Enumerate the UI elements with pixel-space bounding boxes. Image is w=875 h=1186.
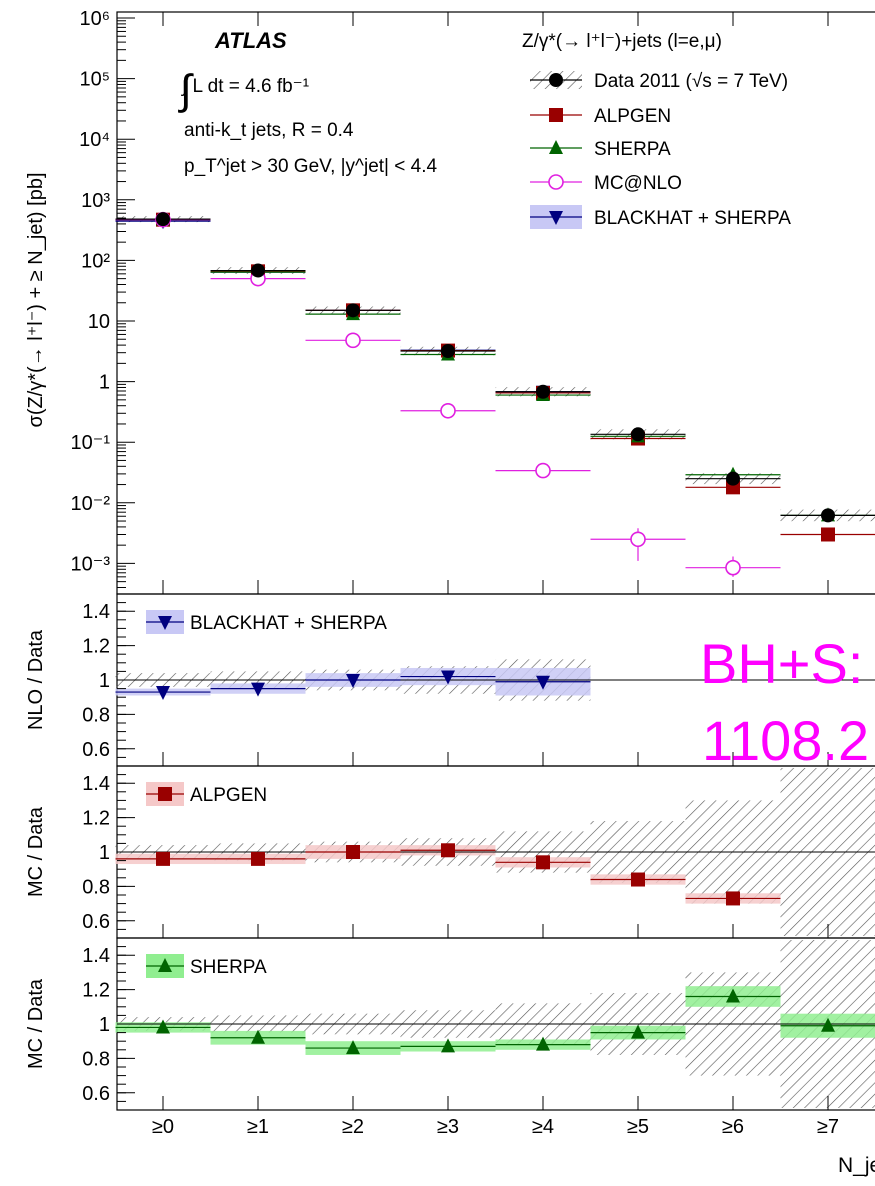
ratio-point-alpgen: [441, 843, 455, 858]
main-ylabel: σ(Z/γ*(→ l⁺l⁻) + ≥ N_jet) [pb]: [25, 172, 47, 427]
ratio-legend-marker: [158, 616, 172, 630]
ratio-legend-marker: [158, 787, 172, 801]
ratio-point-blackhat: [346, 674, 360, 688]
overlay-line-1: BH+S:: [700, 632, 863, 695]
ratio-point-alpgen: [156, 851, 170, 866]
ratio-ytick-label: 0.6: [82, 739, 110, 761]
ratio-point-blackhat: [536, 675, 550, 690]
x-tick-label: ≥4: [532, 1116, 554, 1138]
ratio-ytick-label: 1.4: [82, 601, 110, 623]
x-tick-label: ≥2: [342, 1116, 364, 1138]
ratio-point-sherpa: [726, 988, 740, 1003]
nlo-ylabel: NLO / Data: [25, 629, 47, 730]
ratio-ytick-label: 0.8: [82, 704, 110, 726]
jets-label: anti-k_t jets, R = 0.4: [184, 120, 354, 141]
ratio-legend-label: SHERPA: [190, 957, 267, 978]
ratio-point-sherpa: [156, 1019, 170, 1034]
main-ytick-label: 1: [99, 372, 110, 394]
ratio-point-sherpa: [251, 1029, 265, 1044]
experiment-label: ATLAS: [214, 28, 287, 53]
ratio-point-alpgen: [631, 872, 645, 887]
legend-label-sherpa: SHERPA: [594, 139, 671, 160]
ratio-ytick-label: 1: [99, 842, 110, 864]
legend-label-alpgen: ALPGEN: [594, 106, 671, 127]
cuts-label: p_T^jet > 30 GeV, |y^jet| < 4.4: [184, 156, 437, 177]
ratio-point-alpgen: [251, 851, 265, 866]
ratio-ytick-label: 1.2: [82, 980, 110, 1002]
ratio-legend-label: BLACKHAT + SHERPA: [190, 613, 387, 634]
ratio-ytick-label: 0.6: [82, 1083, 110, 1105]
main-ytick-label: 10⁴: [79, 129, 110, 151]
main-ytick-label: 10⁻¹: [71, 432, 111, 454]
main-ytick-label: 10²: [81, 250, 110, 272]
ratio-point-blackhat: [156, 686, 170, 701]
legend-marker-data: [549, 73, 563, 87]
data-point: [631, 427, 645, 442]
ratio-ytick-label: 1.4: [82, 945, 110, 967]
main-ytick-label: 10⁵: [79, 69, 110, 91]
data-point: [251, 263, 265, 278]
ratio-point-sherpa: [631, 1024, 645, 1039]
integral-glyph: ∫: [178, 66, 194, 113]
ratio-point-blackhat: [441, 670, 455, 685]
x-tick-label: ≥3: [437, 1116, 459, 1138]
ratio-point-blackhat: [251, 682, 265, 697]
alpgen-ylabel: MC / Data: [25, 806, 47, 897]
data-point: [536, 384, 550, 399]
ratio-ytick-label: 1.2: [82, 636, 110, 658]
mcnlo-point: [440, 402, 456, 419]
legend-label-blackhat: BLACKHAT + SHERPA: [594, 208, 791, 229]
ratio-point-sherpa: [441, 1038, 455, 1053]
ratio-ytick-label: 0.6: [82, 911, 110, 933]
ratio-legend-marker: [158, 958, 172, 972]
x-tick-label: ≥7: [817, 1116, 839, 1138]
ratio-point-alpgen: [726, 891, 740, 906]
mcnlo-point: [345, 332, 361, 349]
data-point: [821, 508, 835, 523]
ratio-point-alpgen: [346, 845, 360, 859]
data-point: [156, 212, 170, 227]
process-label: Z/γ*(→ l⁺l⁻)+jets (l=e,μ): [522, 31, 722, 52]
main-ytick-label: 10³: [81, 190, 110, 212]
mcnlo-point: [630, 531, 646, 548]
ratio-legend-label: ALPGEN: [190, 785, 267, 806]
ratio-ytick-label: 0.8: [82, 1048, 110, 1070]
ratio-ytick-label: 1: [99, 1014, 110, 1036]
alpgen-point: [821, 527, 835, 542]
ratio-point-sherpa: [821, 1017, 835, 1032]
lumi-label: ∫ L dt = 4.6 fb⁻¹: [181, 76, 309, 97]
data-point: [441, 343, 455, 358]
x-tick-label: ≥5: [627, 1116, 649, 1138]
data-point: [346, 303, 360, 318]
ratio-ytick-label: 1: [99, 670, 110, 692]
data-point: [726, 471, 740, 486]
ratio-point-sherpa: [536, 1036, 550, 1051]
legend-marker-alpgen: [549, 108, 563, 122]
ratio-ytick-label: 1.4: [82, 773, 110, 795]
mcnlo-point: [535, 462, 551, 479]
main-ytick-label: 10⁻²: [71, 493, 111, 515]
main-panel-frame: [116, 11, 875, 595]
mcnlo-point: [725, 559, 741, 576]
ratio-ytick-label: 1.2: [82, 808, 110, 830]
main-ytick-label: 10⁶: [80, 8, 110, 30]
ratio-point-sherpa: [346, 1040, 360, 1055]
x-tick-label: ≥1: [247, 1116, 269, 1138]
main-ytick-label: 10⁻³: [71, 553, 111, 575]
legend-label-data: Data 2011 (√s = 7 TeV): [594, 71, 788, 92]
main-ytick-label: 10: [88, 311, 110, 333]
x-tick-label: ≥6: [722, 1116, 744, 1138]
legend-marker-mcnlo: [548, 174, 564, 190]
legend-marker-sherpa: [549, 140, 563, 154]
legend-marker-blackhat: [549, 211, 563, 225]
overlay-line-2: 1108.2: [702, 709, 869, 772]
ratio-point-alpgen: [536, 855, 550, 870]
x-tick-label: ≥0: [152, 1116, 174, 1138]
ratio-ytick-label: 0.8: [82, 876, 110, 898]
legend-label-mcnlo: MC@NLO: [594, 173, 682, 194]
sherpa-ylabel: MC / Data: [25, 978, 47, 1069]
x-axis-label: N_jet: [838, 1154, 875, 1177]
